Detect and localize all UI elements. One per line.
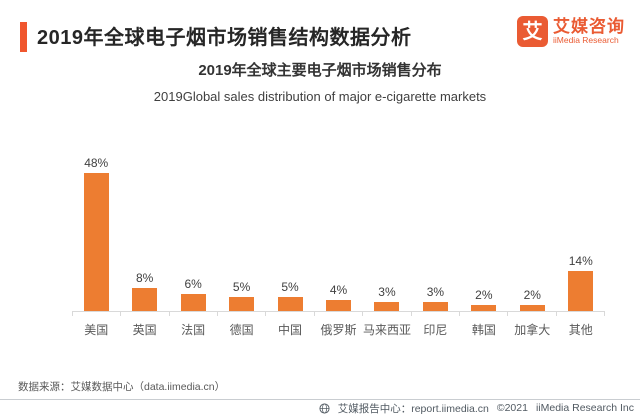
category-label: 加拿大 <box>514 323 551 337</box>
bar-value-label: 4% <box>329 282 348 297</box>
bar <box>180 293 206 311</box>
axis-tick <box>266 312 315 316</box>
bar-column: 2% <box>460 173 508 311</box>
bar-column: 3% <box>363 173 411 311</box>
page-title: 2019年全球电子烟市场销售结构数据分析 <box>37 27 412 49</box>
iimedia-logo: 艾 艾媒咨询 iiMedia Research <box>517 16 625 47</box>
bar-value-label: 14% <box>568 253 593 268</box>
bar <box>519 305 545 311</box>
globe-icon <box>319 402 330 414</box>
bar <box>568 270 594 311</box>
chart-header: 2019年全球主要电子烟市场销售分布 2019Global sales dist… <box>0 0 640 105</box>
bar <box>132 288 158 311</box>
bar-column: 6% <box>169 173 217 311</box>
brand-name-en: iiMedia Research <box>553 34 619 45</box>
axis-tick <box>170 312 219 316</box>
bar <box>374 302 400 311</box>
bar-value-label: 48% <box>84 156 109 170</box>
axis-tick <box>508 312 557 316</box>
bar-value-label: 3% <box>378 285 396 300</box>
bar <box>471 305 497 311</box>
data-source-note: 数据来源：艾媒数据中心（data.iimedia.cn） <box>18 381 226 393</box>
bar-value-label: 5% <box>281 279 299 294</box>
bar-value-label: 6% <box>184 276 202 291</box>
axis-tick <box>557 312 605 316</box>
bar <box>422 302 448 311</box>
bar-column: 2% <box>508 173 556 311</box>
bar <box>229 296 255 311</box>
x-axis-ticks <box>72 312 605 316</box>
bar-value-label: 5% <box>232 279 251 294</box>
category-label: 韩国 <box>471 323 496 337</box>
chart-plot: 48% 8% 6% 5% 5% 4% 3% 3% 2% 2% 14% <box>72 156 605 312</box>
category-label: 英国 <box>132 323 157 337</box>
page-footer: 艾媒报告中心：report.iimedia.cn ©2021 iiMedia R… <box>0 399 640 416</box>
bar-column: 14% <box>557 173 605 311</box>
category-label: 法国 <box>181 323 206 337</box>
bar-value-label: 3% <box>426 285 445 300</box>
axis-tick <box>412 312 460 316</box>
title-accent-bar <box>20 22 27 52</box>
bar-column: 4% <box>314 173 362 311</box>
axis-tick <box>72 312 122 316</box>
chart-title: 2019年全球主要电子烟市场销售分布 <box>198 62 442 79</box>
footer-company: iiMedia Research Inc <box>535 402 634 414</box>
bar-column: 48% <box>72 156 120 311</box>
axis-tick <box>460 312 509 316</box>
axis-tick <box>218 312 267 316</box>
axis-tick <box>121 312 170 316</box>
iimedia-logo-text: 艾媒咨询 iiMedia Research <box>553 18 625 45</box>
report-header: 2019年全球电子烟市场销售结构数据分析 艾 艾媒咨询 iiMedia Rese… <box>0 0 640 58</box>
category-label: 美国 <box>84 323 109 337</box>
bar-column: 3% <box>411 173 459 311</box>
footer-copyright: ©2021 <box>496 402 528 414</box>
axis-tick <box>363 312 412 316</box>
bar-value-label: 8% <box>136 271 154 285</box>
bar <box>83 173 109 311</box>
bar-value-label: 2% <box>523 288 541 303</box>
footer-report-center: 艾媒报告中心：report.iimedia.cn <box>337 402 489 415</box>
brand-name-cn: 艾媒咨询 <box>553 17 625 37</box>
category-label: 俄罗斯 <box>320 323 357 337</box>
bar <box>325 299 351 311</box>
category-label: 其他 <box>568 323 593 337</box>
bar-column: 5% <box>266 173 314 311</box>
chart-subtitle: 2019Global sales distribution of major e… <box>153 89 487 104</box>
category-label: 德国 <box>229 323 254 337</box>
bar-value-label: 2% <box>475 288 493 303</box>
bar-column: 8% <box>120 173 168 311</box>
category-label: 印尼 <box>423 323 448 337</box>
axis-tick <box>315 312 364 316</box>
bar-chart: 48% 8% 6% 5% 5% 4% 3% 3% 2% 2% 14% 美国 英国 法国 德国 中国 俄罗斯 马来… <box>0 156 640 338</box>
category-label: 马来西亚 <box>362 323 411 337</box>
bar-column: 5% <box>217 173 265 311</box>
iimedia-logo-icon: 艾 <box>517 16 548 47</box>
x-axis-category-labels: 美国 英国 法国 德国 中国 俄罗斯 马来西亚 印尼 韩国 加拿大 其他 <box>72 321 605 338</box>
bar <box>277 296 303 311</box>
category-label: 中国 <box>278 323 303 337</box>
